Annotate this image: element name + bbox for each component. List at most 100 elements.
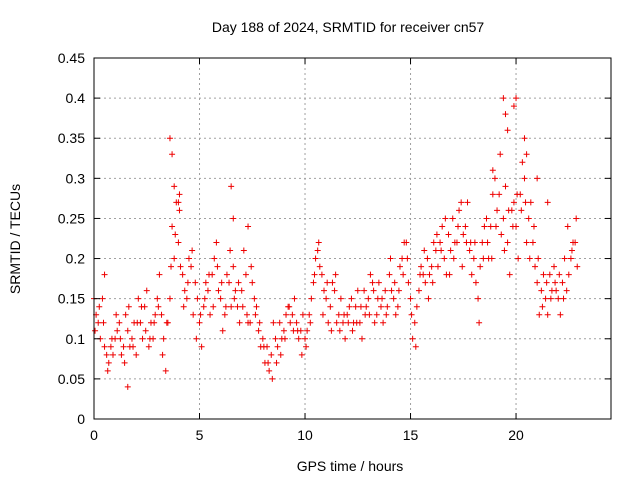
- data-point: [214, 263, 221, 270]
- data-point: [270, 319, 277, 326]
- data-point: [527, 199, 534, 206]
- data-point: [409, 335, 416, 342]
- data-point: [155, 303, 162, 310]
- data-point: [557, 311, 564, 318]
- data-point: [108, 335, 115, 342]
- data-point: [451, 239, 458, 246]
- data-point: [530, 223, 537, 230]
- data-point: [176, 207, 183, 214]
- data-point: [222, 303, 229, 310]
- data-point: [314, 247, 321, 254]
- data-point: [277, 351, 284, 358]
- data-point: [142, 327, 149, 334]
- data-point: [352, 303, 359, 310]
- data-point: [245, 223, 252, 230]
- data-point: [568, 247, 575, 254]
- data-point: [184, 279, 191, 286]
- data-point: [121, 359, 128, 366]
- data-point: [483, 215, 490, 222]
- data-point: [447, 247, 454, 254]
- data-point: [560, 295, 567, 302]
- x-tick-label: 0: [90, 427, 98, 443]
- data-point: [417, 271, 424, 278]
- data-point: [329, 279, 336, 286]
- data-point: [544, 199, 551, 206]
- y-tick-label: 0.2: [66, 251, 86, 267]
- data-point: [331, 287, 338, 294]
- data-point: [505, 207, 512, 214]
- data-point: [240, 247, 247, 254]
- data-point: [217, 295, 224, 302]
- data-point: [441, 255, 448, 262]
- data-point: [358, 335, 365, 342]
- data-point: [234, 303, 241, 310]
- data-point: [166, 295, 173, 302]
- data-point: [446, 271, 453, 278]
- data-point: [509, 223, 516, 230]
- data-point: [342, 335, 349, 342]
- data-point: [230, 263, 237, 270]
- data-point: [249, 279, 256, 286]
- data-point: [193, 335, 200, 342]
- data-point: [273, 359, 280, 366]
- data-point: [230, 215, 237, 222]
- data-point: [487, 223, 494, 230]
- y-tick-label: 0.25: [58, 210, 85, 226]
- data-point: [190, 311, 197, 318]
- data-point: [525, 215, 532, 222]
- data-point: [298, 351, 305, 358]
- data-point: [107, 343, 114, 350]
- data-point: [151, 319, 158, 326]
- data-point: [515, 255, 522, 262]
- data-point: [299, 311, 306, 318]
- x-tick-label: 10: [297, 427, 313, 443]
- data-point: [433, 231, 440, 238]
- data-point: [95, 319, 102, 326]
- data-point: [394, 303, 401, 310]
- data-point: [504, 127, 511, 134]
- data-point: [349, 327, 356, 334]
- data-point: [104, 367, 111, 374]
- data-point: [160, 335, 167, 342]
- data-point: [120, 343, 127, 350]
- data-point: [315, 239, 322, 246]
- data-point: [324, 279, 331, 286]
- data-point: [163, 319, 170, 326]
- data-point: [253, 303, 260, 310]
- data-point: [413, 303, 420, 310]
- data-point: [521, 175, 528, 182]
- data-point: [543, 279, 550, 286]
- data-point: [399, 255, 406, 262]
- data-point: [494, 207, 501, 214]
- data-point: [130, 343, 137, 350]
- data-point: [514, 191, 521, 198]
- data-point: [188, 263, 195, 270]
- data-point: [286, 303, 293, 310]
- data-point: [363, 303, 370, 310]
- data-point: [175, 239, 182, 246]
- data-point: [361, 287, 368, 294]
- data-point: [522, 199, 529, 206]
- data-point: [570, 239, 577, 246]
- y-tick-label: 0.05: [58, 371, 85, 387]
- x-axis-label: GPS time / hours: [297, 458, 404, 474]
- data-point: [210, 303, 217, 310]
- data-point: [218, 279, 225, 286]
- data-point: [183, 295, 190, 302]
- data-point: [252, 311, 259, 318]
- data-point: [477, 263, 484, 270]
- data-point: [546, 271, 553, 278]
- data-point: [221, 311, 228, 318]
- data-point: [551, 263, 558, 270]
- x-tick-label: 20: [508, 427, 524, 443]
- data-point: [371, 319, 378, 326]
- data-point: [442, 215, 449, 222]
- data-point: [476, 319, 483, 326]
- data-point: [428, 263, 435, 270]
- data-point: [206, 271, 213, 278]
- data-point: [535, 255, 542, 262]
- data-point: [542, 295, 549, 302]
- data-point: [552, 279, 559, 286]
- data-point: [432, 247, 439, 254]
